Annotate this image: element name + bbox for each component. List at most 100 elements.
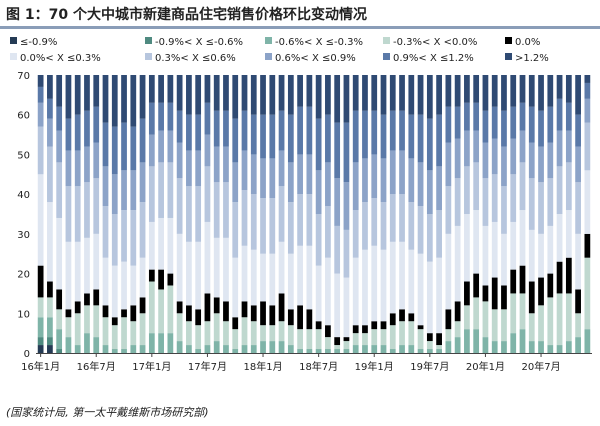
x-tick-label: 19年1月	[355, 360, 394, 373]
bar-segment	[167, 285, 174, 334]
bar-segment	[325, 114, 331, 163]
bar-segment	[232, 257, 239, 318]
bar-segment	[436, 166, 442, 211]
bar-segment	[565, 341, 572, 353]
bar-segment	[195, 325, 202, 350]
legend-label: -0.6%< X ≤-0.3%	[275, 37, 363, 48]
bar-segment	[473, 102, 480, 131]
bar-segment	[362, 325, 368, 334]
bar-segment	[213, 341, 220, 353]
legend-swatch	[265, 37, 272, 44]
bar-segment	[65, 150, 72, 187]
bar-segment	[362, 75, 368, 111]
bar-segment	[232, 349, 239, 353]
bar-segment	[121, 261, 127, 310]
bar-segment	[37, 337, 44, 346]
bar-segment	[74, 301, 81, 314]
bar-segment	[250, 114, 257, 155]
bar-segment	[84, 305, 90, 334]
bar-segment	[408, 313, 415, 322]
bar-segment	[241, 150, 248, 191]
bar-segment	[306, 75, 313, 107]
bar-segment	[389, 349, 396, 353]
bar-segment	[204, 221, 211, 294]
bar-segment	[287, 202, 294, 254]
y-tick-label: 30	[17, 230, 30, 241]
bar-segment	[102, 305, 109, 318]
bar-segment	[297, 305, 303, 330]
bar-segment	[195, 114, 202, 151]
legend-swatch	[265, 53, 272, 60]
bar-segment	[269, 253, 276, 306]
bar-segment	[408, 114, 415, 159]
bar-segment	[389, 325, 396, 350]
bar-segment	[565, 75, 572, 103]
x-tick-label: 17年1月	[132, 360, 171, 373]
bar-segment	[528, 229, 535, 282]
bar-segment	[241, 245, 248, 302]
bar-segment	[426, 261, 433, 334]
bar-segment	[380, 114, 387, 159]
bar-segment	[167, 75, 174, 103]
bar-segment	[334, 349, 341, 353]
bar-segment	[389, 150, 396, 195]
bar-segment	[482, 285, 489, 302]
bar-segment	[519, 102, 526, 131]
bar-segment	[186, 345, 192, 353]
bar-segment	[547, 273, 554, 298]
bar-segment	[195, 186, 202, 242]
legend-label: 0.0%	[515, 37, 540, 48]
bar-segment	[102, 206, 109, 258]
bar-segment	[325, 75, 331, 115]
bar-segment	[315, 214, 322, 266]
x-tick-label: 19年7月	[410, 360, 449, 373]
bar-segment	[74, 75, 81, 115]
bar-segment	[408, 249, 415, 314]
bar-segment	[417, 325, 424, 330]
bar-segment	[111, 265, 118, 318]
bar-segment	[176, 301, 183, 314]
bar-segment	[491, 106, 498, 139]
bar-segment	[111, 325, 118, 350]
bar-segment	[436, 333, 442, 346]
bar-segment	[232, 162, 239, 203]
bar-segment	[297, 194, 303, 246]
bar-segment	[297, 106, 303, 155]
bar-segment	[371, 245, 378, 322]
bar-segment	[93, 305, 100, 338]
source-note: (国家统计局, 第一太平戴维斯市场研究部)	[6, 406, 209, 419]
bar-segment	[111, 75, 118, 127]
bar-segment	[325, 349, 331, 353]
bar-segment	[93, 178, 100, 234]
bar-segment	[575, 313, 581, 338]
bar-segment	[538, 305, 544, 342]
bar-segment	[204, 134, 211, 167]
bar-segment	[186, 75, 192, 115]
bar-segment	[47, 146, 53, 203]
bar-segment	[148, 281, 155, 334]
bar-segment	[556, 166, 563, 214]
bar-segment	[325, 325, 331, 338]
bar-segment	[241, 190, 248, 246]
bar-segment	[176, 178, 183, 234]
bar-segment	[334, 225, 341, 274]
legend-swatch	[145, 53, 152, 60]
bar-segment	[352, 162, 359, 211]
x-axis: 16年1月 16年7月 17年1月 17年7月 18年1月 18年7月 19年1月 19年7月…	[21, 353, 592, 373]
bar-segment	[56, 217, 63, 290]
bar-segment	[121, 309, 127, 318]
bar-segment	[287, 253, 294, 310]
bar-segment	[167, 162, 174, 218]
bar-segment	[223, 321, 229, 346]
bar-segment	[371, 75, 378, 111]
bar-segment	[491, 221, 498, 278]
bar-segment	[121, 75, 127, 123]
bar-segment	[297, 329, 303, 350]
legend-swatch	[10, 37, 17, 44]
bar-segment	[399, 309, 405, 322]
bar-segment	[454, 75, 461, 107]
bar-segment	[148, 75, 155, 103]
bar-segment	[426, 214, 433, 262]
bar-segment	[47, 317, 53, 338]
bar-segment	[121, 210, 127, 262]
